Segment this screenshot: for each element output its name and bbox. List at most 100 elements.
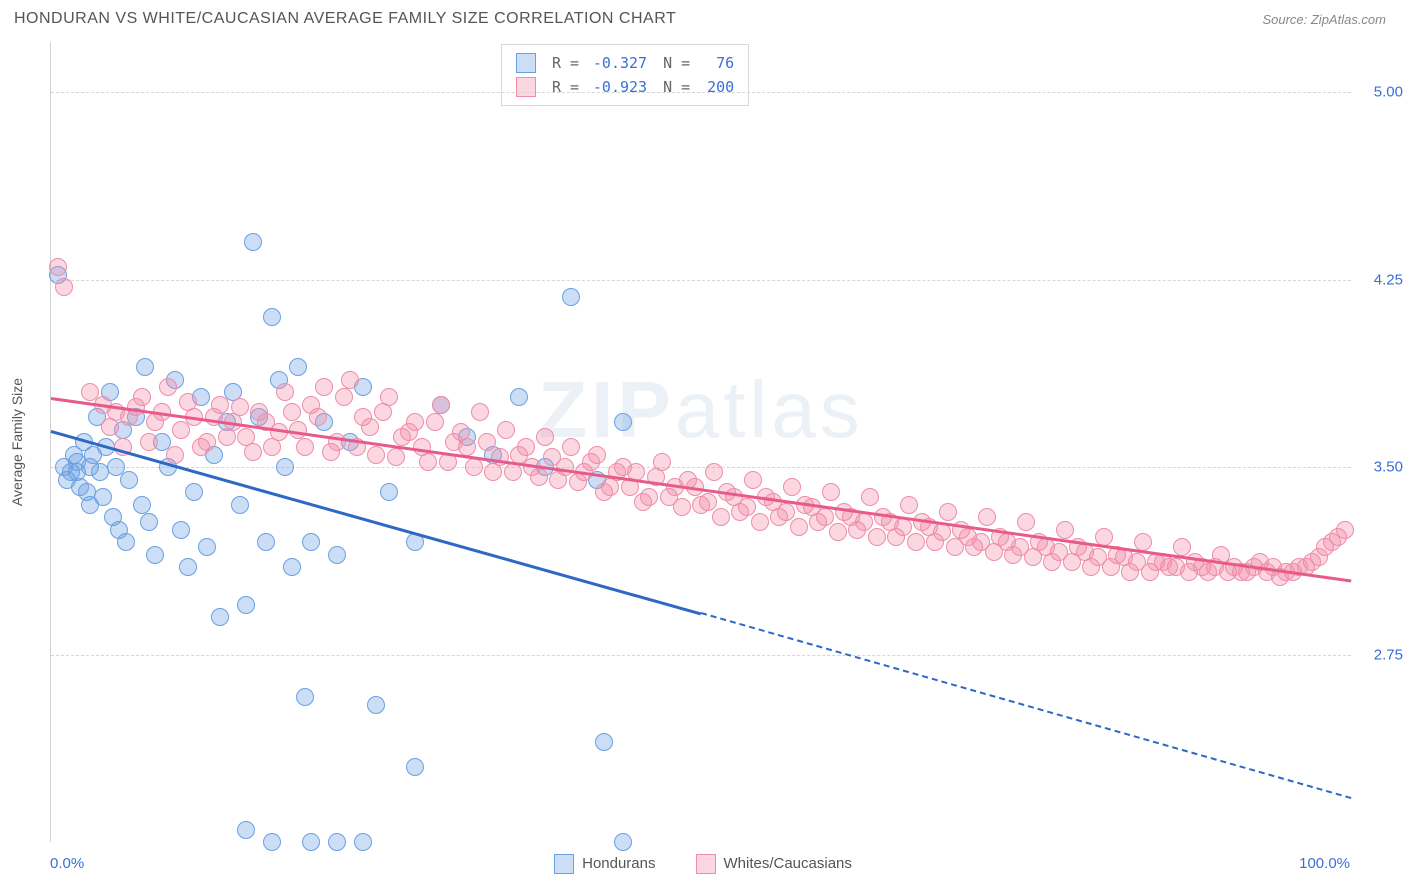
scatter-point <box>536 428 554 446</box>
scatter-point <box>907 533 925 551</box>
scatter-point <box>387 448 405 466</box>
y-axis-label: Average Family Size <box>9 378 25 506</box>
scatter-point <box>231 496 249 514</box>
scatter-point <box>302 533 320 551</box>
legend-swatch-hondurans <box>554 854 574 874</box>
scatter-point <box>179 558 197 576</box>
scatter-point <box>855 513 873 531</box>
scatter-point <box>777 503 795 521</box>
scatter-point <box>276 383 294 401</box>
scatter-point <box>614 833 632 851</box>
scatter-point <box>497 421 515 439</box>
scatter-point <box>218 428 236 446</box>
scatter-point <box>136 358 154 376</box>
scatter-point <box>595 733 613 751</box>
gridline <box>51 92 1351 93</box>
series-legend: Hondurans Whites/Caucasians <box>0 854 1406 874</box>
scatter-point <box>296 688 314 706</box>
scatter-point <box>595 483 613 501</box>
scatter-point <box>354 833 372 851</box>
scatter-point <box>380 483 398 501</box>
scatter-point <box>465 458 483 476</box>
scatter-point <box>140 513 158 531</box>
chart-title: HONDURAN VS WHITE/CAUCASIAN AVERAGE FAMI… <box>14 10 676 28</box>
scatter-point <box>289 421 307 439</box>
scatter-point <box>517 438 535 456</box>
y-tick-label: 4.25 <box>1374 271 1403 288</box>
scatter-point <box>328 833 346 851</box>
scatter-point <box>510 388 528 406</box>
scatter-point <box>673 498 691 516</box>
stats-row-hondurans: R = -0.327 N = 76 <box>516 51 734 75</box>
scatter-point <box>783 478 801 496</box>
scatter-point <box>244 233 262 251</box>
scatter-point <box>822 483 840 501</box>
scatter-point <box>185 483 203 501</box>
scatter-point <box>868 528 886 546</box>
scatter-point <box>406 758 424 776</box>
scatter-point <box>933 523 951 541</box>
scatter-point <box>296 438 314 456</box>
scatter-point <box>120 471 138 489</box>
y-tick-label: 2.75 <box>1374 646 1403 663</box>
scatter-point <box>939 503 957 521</box>
source-attribution: Source: ZipAtlas.com <box>1262 12 1386 27</box>
scatter-point <box>166 446 184 464</box>
scatter-point <box>146 546 164 564</box>
scatter-point <box>263 308 281 326</box>
scatter-point <box>49 258 67 276</box>
swatch-hondurans <box>516 53 536 73</box>
scatter-point <box>790 518 808 536</box>
regression-line <box>51 397 1351 582</box>
scatter-point <box>471 403 489 421</box>
scatter-point <box>582 453 600 471</box>
scatter-point <box>1310 548 1328 566</box>
scatter-point <box>263 833 281 851</box>
scatter-point <box>744 471 762 489</box>
scatter-point <box>367 446 385 464</box>
scatter-point <box>413 438 431 456</box>
scatter-point <box>283 403 301 421</box>
y-tick-label: 5.00 <box>1374 84 1403 101</box>
scatter-point <box>894 518 912 536</box>
r-value-whites: -0.923 <box>587 75 647 99</box>
legend-item-hondurans: Hondurans <box>554 854 655 874</box>
stats-row-whites: R = -0.923 N = 200 <box>516 75 734 99</box>
chart-area: Average Family Size ZIPatlas R = -0.327 … <box>50 42 1350 842</box>
r-value-hondurans: -0.327 <box>587 51 647 75</box>
scatter-point <box>1336 521 1354 539</box>
scatter-point <box>211 608 229 626</box>
scatter-point <box>738 498 756 516</box>
scatter-point <box>367 696 385 714</box>
scatter-point <box>81 496 99 514</box>
scatter-point <box>705 463 723 481</box>
scatter-point <box>374 403 392 421</box>
scatter-point <box>478 433 496 451</box>
scatter-point <box>1134 533 1152 551</box>
scatter-point <box>341 371 359 389</box>
scatter-point <box>335 388 353 406</box>
scatter-point <box>237 821 255 839</box>
scatter-point <box>172 521 190 539</box>
scatter-point <box>1056 521 1074 539</box>
scatter-point <box>556 458 574 476</box>
scatter-point <box>322 443 340 461</box>
scatter-point <box>816 508 834 526</box>
scatter-point <box>192 438 210 456</box>
scatter-point <box>1017 513 1035 531</box>
scatter-point <box>751 513 769 531</box>
scatter-point <box>699 493 717 511</box>
n-value-whites: 200 <box>698 75 734 99</box>
legend-item-whites: Whites/Caucasians <box>696 854 852 874</box>
scatter-point <box>302 833 320 851</box>
scatter-point <box>55 278 73 296</box>
scatter-point <box>432 396 450 414</box>
header-bar: HONDURAN VS WHITE/CAUCASIAN AVERAGE FAMI… <box>0 0 1406 34</box>
scatter-point <box>400 423 418 441</box>
scatter-point <box>530 468 548 486</box>
scatter-point <box>117 533 135 551</box>
scatter-point <box>614 413 632 431</box>
scatter-point <box>562 288 580 306</box>
scatter-point <box>426 413 444 431</box>
scatter-point <box>829 523 847 541</box>
